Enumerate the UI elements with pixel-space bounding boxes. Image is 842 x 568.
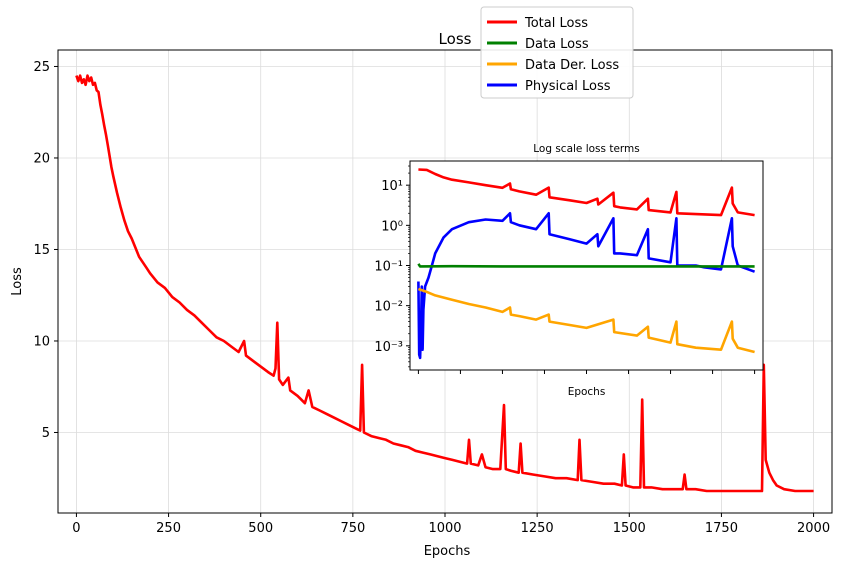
main-y-axis-label: Loss [10, 267, 25, 296]
legend-label-1: Data Loss [525, 37, 589, 52]
main-y-tick-label-2: 15 [33, 243, 50, 258]
inset-y-tick-label-0: 10⁻³ [374, 340, 403, 355]
inset-y-tick-label-1: 10⁻² [374, 300, 403, 315]
inset-y-tick-label-3: 10⁰ [381, 219, 403, 234]
main-axes: 0 250 500 750 1000 1250 1500 1750 2000 5 10 15 20 25 L… [10, 30, 833, 559]
main-x-tick-label-8: 2000 [797, 521, 830, 536]
legend: Total Loss Data Loss Data Der. Loss Physica… [480, 6, 634, 99]
legend-box [480, 6, 634, 99]
inset-series-line-1 [417, 263, 755, 268]
main-x-tick-label-3: 750 [340, 521, 365, 536]
main-y-tick-label-0: 5 [42, 426, 50, 441]
main-x-tick-label-6: 1500 [613, 521, 646, 536]
main-x-tick-label-2: 500 [248, 521, 273, 536]
main-x-tick-label-0: 0 [72, 521, 80, 536]
main-series-line-0 [75, 74, 814, 493]
inset-x-axis-label: Epochs [568, 386, 606, 398]
inset-axes: 10⁻³ 10⁻² 10⁻¹ 10⁰ 10¹ Log scale loss terms Ep… [374, 143, 764, 398]
inset-y-tick-label-4: 10¹ [381, 179, 403, 194]
main-x-axis-label: Epochs [424, 544, 471, 559]
main-y-tick-label-4: 25 [33, 60, 50, 75]
main-x-tick-label-5: 1250 [521, 521, 554, 536]
main-x-tick-label-1: 250 [156, 521, 181, 536]
main-x-tick-label-7: 1750 [705, 521, 738, 536]
main-title: Loss [439, 30, 472, 48]
main-y-tick-label-1: 10 [33, 334, 50, 349]
legend-label-2: Data Der. Loss [525, 58, 619, 73]
inset-series-line-0 [418, 168, 755, 217]
legend-label-3: Physical Loss [525, 79, 611, 94]
inset-series-line-2 [417, 287, 755, 354]
main-y-tick-label-3: 20 [33, 151, 50, 166]
inset-y-tick-label-2: 10⁻¹ [374, 260, 403, 275]
legend-label-0: Total Loss [524, 16, 588, 31]
inset-title: Log scale loss terms [533, 143, 640, 155]
inset-series-group [417, 168, 756, 360]
main-x-tick-label-4: 1000 [428, 521, 461, 536]
